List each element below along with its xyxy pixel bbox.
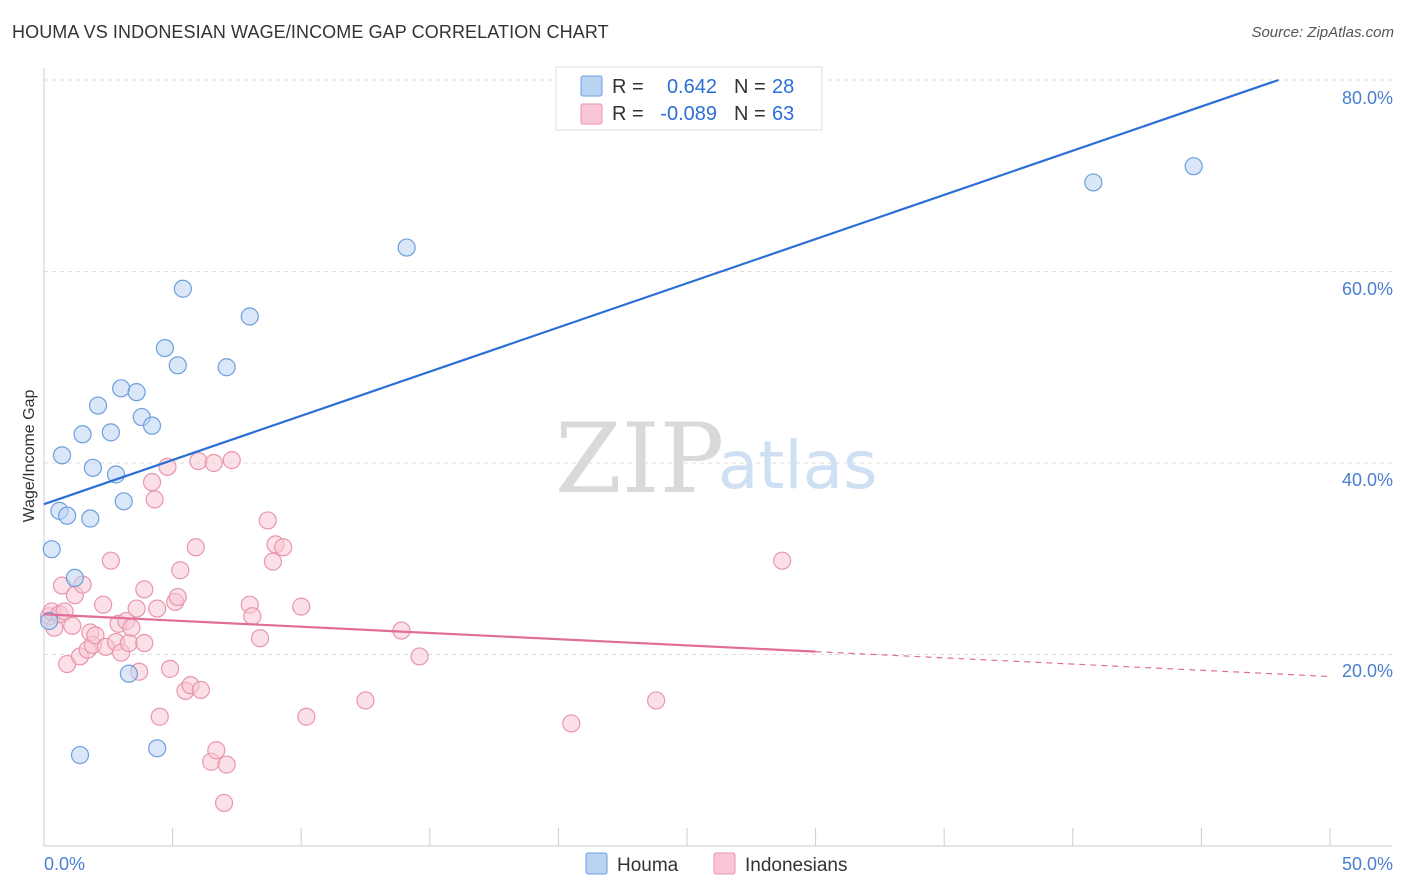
bottom-legend-swatch-houma [585, 852, 608, 875]
indonesians-point-7 [63, 616, 82, 635]
y-tick-label-40: 40.0% [1342, 470, 1393, 490]
y-tick-label-20: 20.0% [1342, 661, 1393, 681]
houma-points [40, 157, 1203, 765]
source-label: Source: ZipAtlas.com [1251, 24, 1394, 41]
houma-point-25 [397, 238, 416, 257]
indonesians-point-50 [250, 629, 270, 648]
legend-r-label-houma: R = [612, 76, 644, 98]
y-axis-label: Wage/Income Gap [21, 390, 38, 523]
houma-point-22 [173, 279, 192, 298]
houma-point-11 [101, 423, 120, 442]
indonesians-point-52 [263, 552, 283, 571]
legend-n-label-houma: N = [734, 76, 766, 98]
houma-point-6 [70, 745, 90, 765]
correlation-legend: R = 0.642 N = 28 R = -0.089 N = 63 [555, 66, 823, 131]
watermark-atlas: atlas [718, 427, 878, 504]
houma-point-23 [217, 358, 236, 377]
legend-swatch-houma [580, 75, 603, 97]
indonesians-point-24 [127, 599, 146, 618]
legend-r-value-indonesians: -0.089 [660, 103, 717, 125]
bottom-legend-houma: Houma [617, 855, 679, 876]
indonesians-point-60 [562, 714, 581, 733]
indonesians-point-41 [191, 680, 210, 700]
indonesians-point-23 [122, 618, 141, 637]
legend-n-value-houma: 28 [772, 76, 794, 98]
legend-r-label-indonesians: R = [612, 103, 644, 125]
houma-point-16 [127, 383, 146, 402]
indonesians-point-45 [214, 793, 234, 813]
indonesians-point-40 [189, 451, 208, 471]
indonesians-point-17 [101, 551, 120, 570]
indonesians-point-22 [119, 633, 138, 653]
indonesians-point-59 [410, 647, 429, 666]
houma-point-13 [112, 379, 131, 398]
indonesians-point-61 [647, 691, 666, 710]
y-tick-label-80: 80.0% [1342, 88, 1393, 108]
houma-point-18 [142, 416, 162, 435]
indonesians-point-56 [297, 707, 316, 726]
indonesians-point-30 [148, 599, 167, 618]
houma-point-0 [40, 611, 59, 631]
indonesians-point-33 [160, 659, 180, 678]
watermark: ZIP atlas [555, 403, 878, 515]
houma-point-3 [52, 446, 72, 465]
indonesians-point-54 [274, 538, 293, 557]
indonesians-point-39 [186, 538, 205, 557]
indonesians-point-43 [204, 453, 223, 473]
bottom-legend-indonesians: Indonesians [745, 855, 847, 876]
houma-point-8 [81, 509, 100, 528]
indonesians-point-15 [94, 595, 113, 614]
indonesians-point-62 [773, 551, 792, 570]
y-tick-labels: 80.0% 60.0% 40.0% 20.0% [1342, 88, 1393, 681]
indonesians-point-47 [222, 451, 241, 470]
legend-n-label-indonesians: N = [734, 103, 766, 125]
indonesians-point-36 [171, 561, 190, 580]
indonesians-point-46 [217, 755, 236, 774]
houma-point-5 [65, 568, 84, 588]
houma-point-14 [114, 492, 133, 511]
houma-point-19 [148, 739, 167, 758]
indonesians-trend-extension [815, 651, 1331, 678]
indonesians-point-27 [135, 580, 154, 599]
watermark-zip: ZIP [555, 403, 724, 515]
indonesians-points [40, 451, 792, 813]
x-tick-label-max: 50.0% [1342, 854, 1393, 874]
indonesians-point-28 [142, 473, 162, 492]
houma-point-24 [240, 307, 259, 326]
houma-point-15 [119, 664, 138, 683]
houma-point-9 [83, 458, 102, 477]
indonesians-point-26 [135, 633, 154, 653]
legend-n-value-indonesians: 63 [772, 103, 794, 125]
x-axis-ticks [43, 828, 1331, 846]
houma-point-20 [155, 339, 174, 358]
indonesians-point-44 [207, 741, 226, 760]
houma-point-27 [1184, 157, 1203, 176]
indonesians-point-49 [243, 607, 262, 626]
indonesians-point-31 [150, 707, 169, 726]
legend-r-value-houma: 0.642 [667, 76, 717, 98]
indonesians-point-57 [356, 691, 375, 710]
houma-point-1 [42, 540, 61, 559]
indonesians-point-14 [86, 626, 105, 645]
y-tick-label-60: 60.0% [1342, 279, 1393, 299]
indonesians-point-55 [292, 597, 311, 616]
x-tick-label-min: 0.0% [44, 854, 85, 874]
bottom-legend-swatch-indonesians [713, 852, 736, 875]
indonesians-point-51 [258, 511, 277, 530]
indonesians-point-29 [145, 490, 164, 509]
houma-point-21 [168, 356, 187, 375]
houma-point-4 [58, 506, 77, 525]
houma-point-26 [1084, 173, 1103, 192]
houma-trend-line [43, 78, 1279, 506]
series-legend: Houma Indonesians [585, 852, 847, 876]
indonesians-point-35 [168, 587, 187, 607]
legend-swatch-indonesians [580, 103, 603, 125]
houma-point-7 [73, 425, 92, 444]
houma-point-10 [88, 396, 108, 415]
indonesians-trend-line [43, 613, 816, 653]
trend-lines [43, 78, 1331, 678]
chart-title: HOUMA VS INDONESIAN WAGE/INCOME GAP CORR… [12, 22, 609, 42]
